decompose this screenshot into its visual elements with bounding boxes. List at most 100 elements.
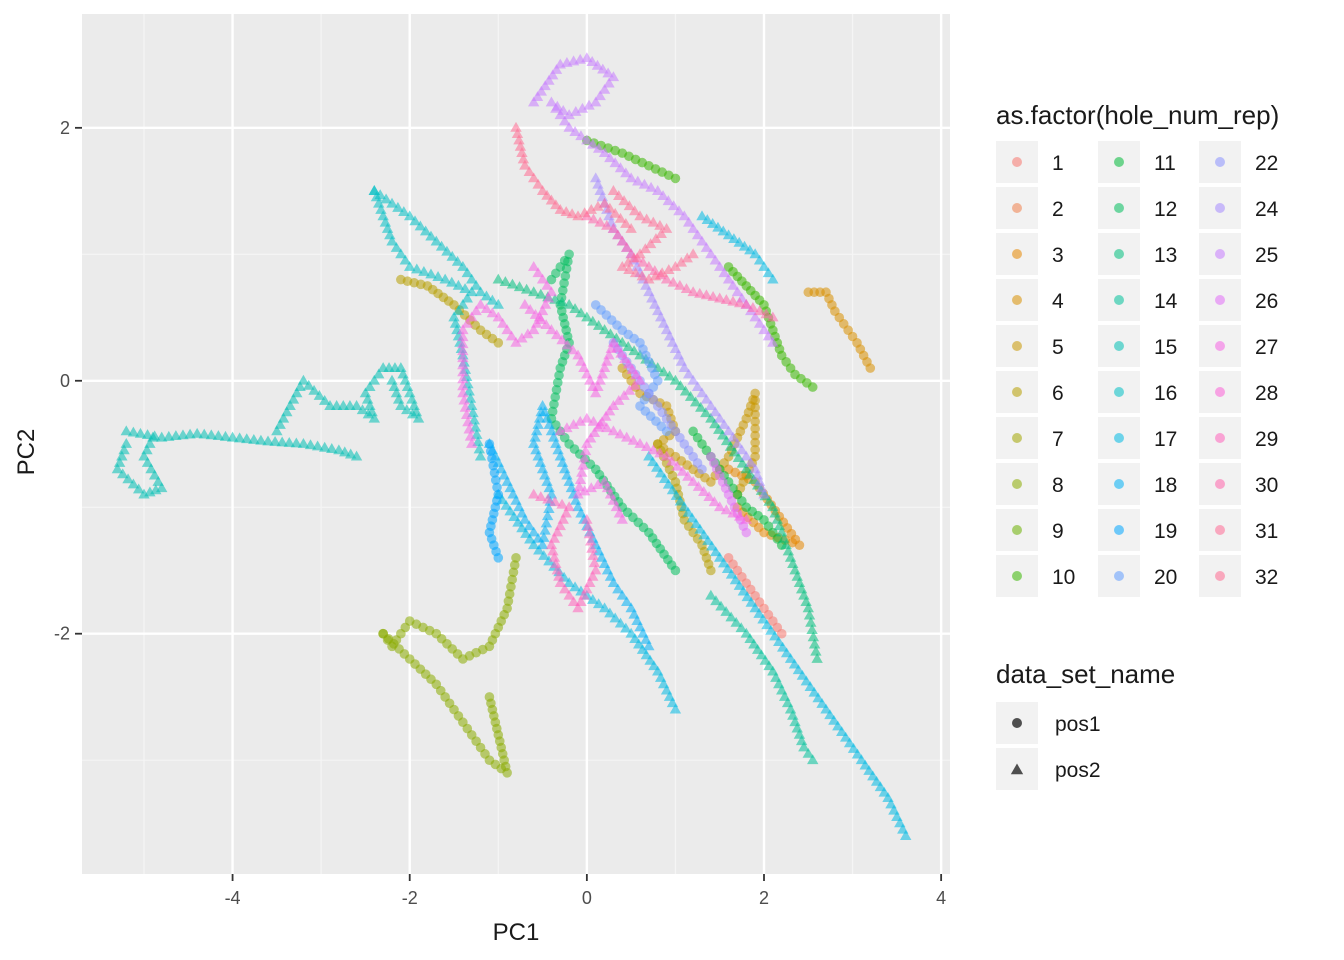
data-point-series-27 <box>536 273 549 284</box>
data-point-series-18 <box>523 520 535 531</box>
data-point-series-15 <box>359 387 372 398</box>
data-point-series-17 <box>744 244 756 255</box>
data-point-series-13 <box>700 407 712 418</box>
data-point-series-17 <box>504 505 516 516</box>
data-point-series-16 <box>411 263 423 274</box>
color-legend-label-17: 17 <box>1154 428 1177 451</box>
data-point-series-27 <box>551 329 563 340</box>
data-point-series-16 <box>432 271 444 281</box>
data-point-series-27 <box>457 324 469 335</box>
data-point-series-31 <box>669 260 682 271</box>
data-point-series-32 <box>578 207 591 218</box>
data-point-series-18 <box>530 444 542 455</box>
color-legend-label-24: 24 <box>1255 198 1279 221</box>
data-point-series-27 <box>577 459 589 470</box>
data-point-series-16 <box>419 225 432 236</box>
data-point-series-27 <box>598 362 611 373</box>
data-point-series-24 <box>700 393 713 404</box>
data-point-series-31 <box>687 248 699 259</box>
color-legend-swatch-32 <box>1215 571 1225 581</box>
data-point-series-13 <box>805 616 817 627</box>
data-point-series-17 <box>524 533 536 544</box>
data-point-series-16 <box>486 294 499 305</box>
data-point-series-27 <box>474 298 487 309</box>
data-point-series-8 <box>509 560 520 570</box>
data-point-series-24 <box>594 185 606 195</box>
data-point-series-25 <box>550 102 562 113</box>
data-point-series-32 <box>517 153 530 164</box>
data-point-series-16 <box>452 279 465 290</box>
data-point-series-24 <box>696 387 708 398</box>
data-point-series-15 <box>281 406 293 417</box>
data-point-series-16 <box>449 317 462 328</box>
data-point-series-32 <box>516 147 528 158</box>
data-point-series-29 <box>559 583 571 594</box>
data-point-series-32 <box>572 210 584 221</box>
data-point-series-17 <box>587 593 599 604</box>
data-point-series-32 <box>510 121 522 132</box>
data-point-series-25 <box>587 138 599 149</box>
data-point-series-17 <box>543 555 555 566</box>
data-point-series-25 <box>722 273 735 284</box>
data-point-series-15 <box>269 435 281 446</box>
data-point-series-19 <box>485 446 496 457</box>
data-point-series-17 <box>749 602 761 613</box>
data-point-series-32 <box>545 194 558 205</box>
x-tick-label: -4 <box>225 888 241 908</box>
data-point-series-17 <box>828 714 840 725</box>
data-point-series-27 <box>461 317 473 328</box>
data-point-series-13 <box>563 298 575 309</box>
data-point-series-24 <box>592 178 604 189</box>
data-point-series-16 <box>395 248 407 259</box>
data-point-series-27 <box>457 338 469 349</box>
data-point-series-13 <box>575 307 587 318</box>
data-point-series-30 <box>601 219 613 230</box>
x-axis-title: PC1 <box>493 919 540 946</box>
data-point-series-17 <box>738 240 751 251</box>
color-legend-label-7: 7 <box>1052 428 1064 451</box>
data-point-series-17 <box>674 495 687 506</box>
data-point-series-15 <box>304 439 317 450</box>
color-legend-swatch-15 <box>1114 341 1124 351</box>
data-point-series-17 <box>757 613 769 624</box>
data-point-series-31 <box>639 243 652 254</box>
data-point-series-29 <box>551 564 564 575</box>
data-point-series-15 <box>248 433 260 444</box>
data-point-series-13 <box>773 520 786 531</box>
color-legend-title: as.factor(hole_num_rep) <box>996 100 1279 130</box>
data-point-series-29 <box>567 596 580 606</box>
data-point-series-25 <box>576 102 589 113</box>
data-point-series-12 <box>564 249 574 260</box>
data-point-series-17 <box>722 229 735 240</box>
color-legend-swatch-29 <box>1215 433 1225 443</box>
data-point-series-25 <box>581 52 593 63</box>
data-point-series-25 <box>543 74 555 85</box>
color-legend-label-14: 14 <box>1154 290 1178 313</box>
data-point-series-12 <box>551 384 562 395</box>
data-point-series-18 <box>529 431 541 442</box>
data-points <box>111 52 912 840</box>
data-point-series-17 <box>592 598 605 609</box>
data-point-series-14 <box>720 606 732 616</box>
data-point-series-16 <box>384 229 396 240</box>
data-point-series-30 <box>733 297 746 308</box>
data-point-series-25 <box>597 63 609 74</box>
data-point-series-12 <box>558 285 568 296</box>
data-point-series-15 <box>297 438 310 448</box>
data-point-series-13 <box>793 577 806 588</box>
data-point-series-25 <box>603 77 615 88</box>
data-point-series-16 <box>398 206 410 217</box>
data-point-series-31 <box>636 270 648 281</box>
data-point-series-18 <box>545 425 558 436</box>
data-point-series-16 <box>474 286 487 297</box>
data-point-series-25 <box>645 181 657 192</box>
data-point-series-13 <box>795 583 808 594</box>
data-point-series-16 <box>380 193 392 204</box>
data-point-series-29 <box>545 539 558 550</box>
data-point-series-27 <box>561 339 574 350</box>
data-point-series-27 <box>556 334 568 345</box>
data-point-series-27 <box>466 438 478 448</box>
data-point-series-27 <box>572 488 584 499</box>
data-point-series-12 <box>552 377 563 388</box>
shape-legend-swatch-pos1 <box>1012 718 1022 728</box>
